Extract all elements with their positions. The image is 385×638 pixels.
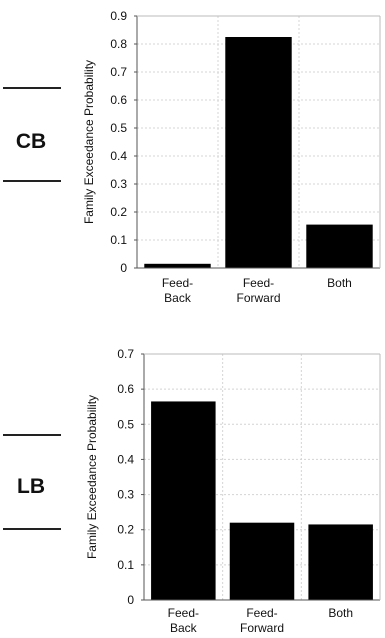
x-tick-line: Both (327, 276, 352, 290)
chart-cb: CB00.10.20.30.40.50.60.70.80.9Feed-BackF… (3, 9, 381, 305)
bar-cb-3 (306, 224, 373, 268)
x-tick-line: Back (170, 621, 198, 635)
y-tick-label-cb-8: 0.8 (110, 37, 127, 51)
y-tick-label-cb-4: 0.4 (110, 149, 127, 163)
y-tick-label-lb-2: 0.2 (117, 523, 134, 537)
side-label-cb: CB (16, 130, 46, 153)
side-label-lb: LB (17, 475, 45, 498)
x-tick-line: Feed- (246, 606, 277, 620)
y-tick-label-cb-2: 0.2 (110, 205, 127, 219)
y-tick-label-lb-0: 0 (127, 593, 134, 607)
y-axis-label-lb: Family Exceedance Probability (85, 395, 99, 559)
x-tick-line: Feed- (168, 606, 199, 620)
x-tick-line: Both (328, 606, 353, 620)
x-tick-label-lb-1: Feed-Back (168, 606, 199, 635)
x-tick-line: Back (164, 291, 192, 305)
y-tick-label-cb-5: 0.5 (110, 121, 127, 135)
y-tick-label-cb-0: 0 (120, 261, 127, 275)
y-tick-label-cb-7: 0.7 (110, 65, 127, 79)
y-tick-label-lb-1: 0.1 (117, 558, 134, 572)
x-tick-label-cb-2: Feed-Forward (236, 276, 280, 305)
bar-lb-3 (308, 524, 373, 600)
y-tick-label-cb-6: 0.6 (110, 93, 127, 107)
y-tick-label-cb-9: 0.9 (110, 9, 127, 23)
x-tick-line: Feed- (162, 276, 193, 290)
x-tick-label-cb-3: Both (327, 276, 352, 290)
bar-lb-2 (229, 522, 295, 600)
x-tick-line: Forward (236, 291, 280, 305)
y-tick-label-cb-1: 0.1 (110, 233, 127, 247)
y-tick-label-lb-7: 0.7 (117, 347, 134, 361)
x-tick-line: Forward (240, 621, 284, 635)
x-tick-label-cb-1: Feed-Back (162, 276, 193, 305)
bar-cb-2 (225, 37, 292, 268)
y-tick-label-cb-3: 0.3 (110, 177, 127, 191)
y-tick-label-lb-4: 0.4 (117, 452, 134, 466)
y-axis-label-cb: Family Exceedance Probability (82, 60, 96, 224)
y-tick-label-lb-6: 0.6 (117, 382, 134, 396)
x-tick-line: Feed- (243, 276, 274, 290)
bar-cb-1 (144, 263, 211, 268)
chart-lb: LB00.10.20.30.40.50.60.7Feed-BackFeed-Fo… (3, 347, 381, 635)
x-tick-label-lb-3: Both (328, 606, 353, 620)
bar-lb-1 (151, 401, 216, 600)
x-tick-label-lb-2: Feed-Forward (240, 606, 284, 635)
y-tick-label-lb-5: 0.5 (117, 417, 134, 431)
y-tick-label-lb-3: 0.3 (117, 488, 134, 502)
